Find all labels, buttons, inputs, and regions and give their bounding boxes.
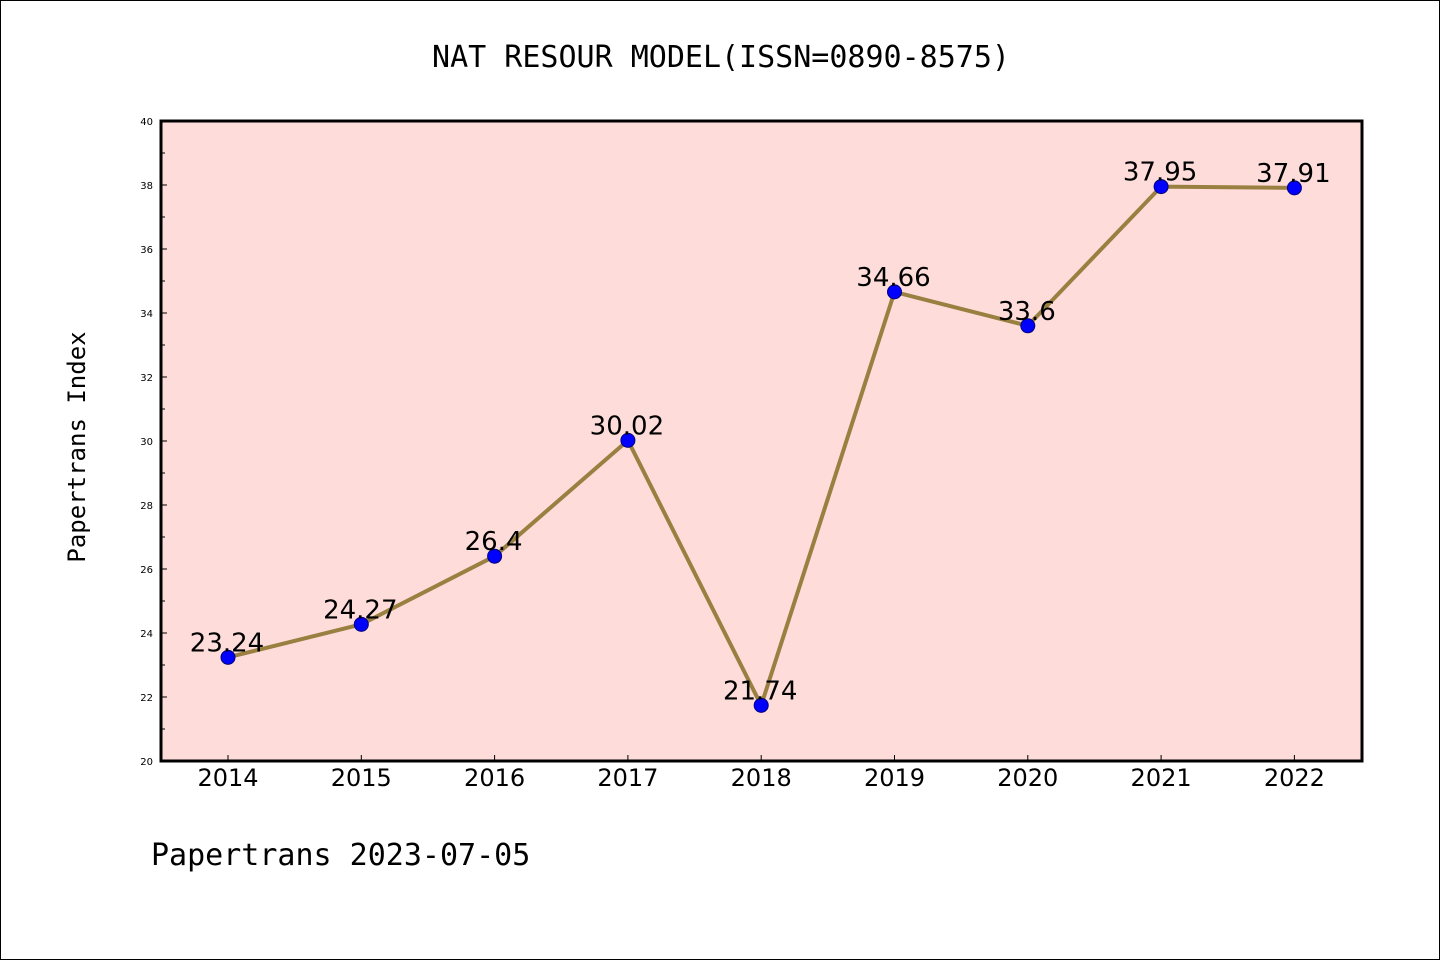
y-tick-label: 24 [140, 629, 153, 640]
x-tick-label: 2015 [331, 764, 392, 792]
plot-area [161, 121, 1362, 761]
data-point [1286, 180, 1302, 196]
data-label: 33.6 [998, 297, 1056, 327]
data-markers [220, 179, 1302, 713]
x-tick-label: 2014 [197, 764, 258, 792]
data-point [620, 432, 636, 448]
data-label: 30.02 [590, 411, 664, 441]
y-tick-label: 30 [140, 437, 153, 448]
y-axis-label: Papertrans Index [63, 331, 91, 562]
plot-border [159, 119, 1364, 763]
y-tick-label: 40 [140, 117, 153, 128]
x-axis-ticks: 2014 2015 2016 2017 2018 2019 2020 2021 2022 [197, 755, 1325, 792]
x-tick-label: 2020 [997, 764, 1058, 792]
data-point [353, 616, 369, 632]
data-point [887, 284, 902, 300]
data-label: 26.4 [465, 527, 523, 557]
chart-title: NAT RESOUR MODEL(ISSN=0890-8575) [432, 40, 1010, 75]
data-point [1020, 318, 1036, 334]
data-label: 24.27 [323, 595, 397, 625]
footer-text: Papertrans 2023-07-05 [151, 838, 530, 873]
data-point [487, 548, 503, 564]
y-tick-label: 26 [140, 565, 153, 576]
x-tick-label: 2018 [731, 764, 792, 792]
data-label: 34.66 [856, 263, 930, 293]
data-label: 23.24 [190, 628, 264, 658]
x-tick-label: 2019 [864, 764, 925, 792]
y-tick-label: 22 [140, 693, 153, 704]
y-axis-ticks: 20 22 24 26 28 30 32 34 36 38 40 [140, 117, 167, 768]
data-label: 21.74 [723, 676, 797, 706]
y-tick-label: 32 [140, 373, 153, 384]
x-tick-label: 2021 [1131, 764, 1192, 792]
y-tick-label: 34 [140, 309, 153, 320]
data-label: 37.95 [1123, 158, 1197, 188]
data-labels: 23.24 24.27 26.4 30.02 21.74 34.66 33.6 37.95 37… [190, 158, 1331, 707]
y-tick-label: 38 [140, 181, 153, 192]
y-tick-label: 36 [140, 245, 153, 256]
data-point [753, 697, 769, 713]
data-point [220, 649, 236, 665]
y-tick-label: 20 [140, 757, 153, 768]
y-tick-label: 28 [140, 501, 153, 512]
data-point [1153, 179, 1169, 195]
data-label: 37.91 [1256, 159, 1330, 189]
x-tick-label: 2016 [464, 764, 525, 792]
x-tick-label: 2017 [597, 764, 658, 792]
x-tick-label: 2022 [1264, 764, 1325, 792]
